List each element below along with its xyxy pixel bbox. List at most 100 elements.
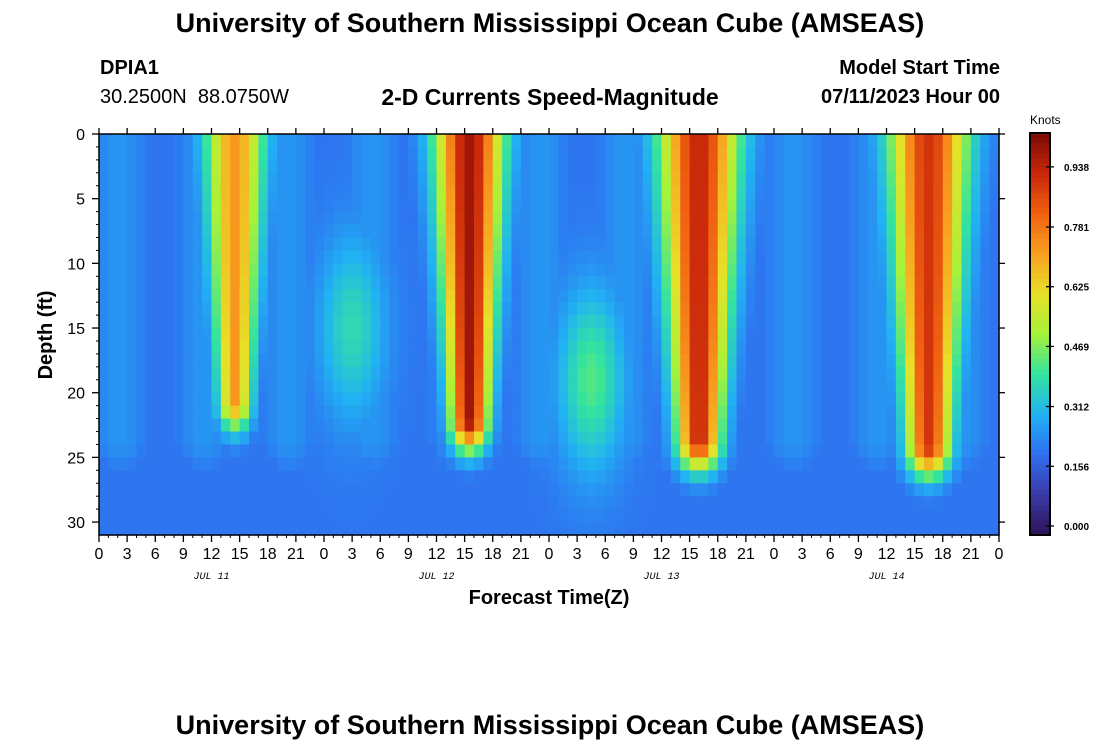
heatmap-cell <box>586 224 597 239</box>
heatmap-cell <box>727 418 738 433</box>
heatmap-cell <box>333 470 344 484</box>
heatmap-cell <box>249 276 259 290</box>
heatmap-cell <box>183 444 194 458</box>
heatmap-cell <box>314 289 325 303</box>
heatmap-cell <box>324 444 334 458</box>
heatmap-cell <box>605 172 616 187</box>
heatmap-cell <box>314 211 325 226</box>
heatmap-cell <box>474 470 484 484</box>
heatmap-cell <box>520 159 531 174</box>
heatmap-cell <box>389 302 400 316</box>
heatmap-cell <box>867 263 878 277</box>
heatmap-cell <box>314 198 325 213</box>
heatmap-cell <box>867 237 878 252</box>
heatmap-cell <box>370 224 381 239</box>
heatmap-cell <box>755 172 766 187</box>
colorbar-segment <box>1030 524 1050 531</box>
heatmap-cell <box>352 470 363 484</box>
heatmap-cell <box>830 366 841 381</box>
heatmap-cell <box>117 146 128 161</box>
heatmap-cell <box>108 457 119 471</box>
heatmap-cell <box>183 496 194 510</box>
heatmap-cell <box>924 315 934 329</box>
heatmap-cell <box>408 276 419 290</box>
heatmap-cell <box>399 353 409 368</box>
heatmap-cell <box>408 146 419 161</box>
heatmap-cell <box>474 237 484 252</box>
heatmap-cell <box>849 315 859 329</box>
heatmap-cell <box>708 392 719 407</box>
heatmap-cell <box>661 328 672 342</box>
heatmap-cell <box>145 328 156 342</box>
heatmap-cell <box>886 509 897 523</box>
heatmap-cell <box>295 198 306 213</box>
heatmap-cell <box>99 172 109 187</box>
heatmap-cell <box>849 250 859 264</box>
heatmap-cell <box>314 379 325 394</box>
heatmap-cell <box>933 185 944 200</box>
heatmap-cell <box>567 276 578 290</box>
heatmap-cell <box>802 172 813 187</box>
heatmap-cell <box>220 302 231 316</box>
heatmap-cell <box>267 250 278 264</box>
heatmap-cell <box>192 250 203 264</box>
heatmap-cell <box>249 366 259 381</box>
heatmap-cell <box>802 185 813 200</box>
heatmap-cell <box>989 457 1000 471</box>
heatmap-cell <box>192 328 203 342</box>
heatmap-cell <box>989 159 1000 174</box>
heatmap-cell <box>342 315 353 329</box>
heatmap-cell <box>492 366 503 381</box>
heatmap-cell <box>427 302 438 316</box>
heatmap-cell <box>455 224 466 239</box>
heatmap-cell <box>933 405 944 420</box>
heatmap-cell <box>99 185 109 200</box>
heatmap-cell <box>849 418 859 433</box>
x-tick-label: 18 <box>934 546 952 563</box>
heatmap-cell <box>436 457 447 471</box>
heatmap-cell <box>783 263 794 277</box>
heatmap-cell <box>736 172 747 187</box>
heatmap-cell <box>717 198 728 213</box>
heatmap-cell <box>867 353 878 368</box>
heatmap-cell <box>127 134 138 148</box>
colorbar-segment <box>1030 449 1050 456</box>
heatmap-cell <box>877 263 888 277</box>
heatmap-cell <box>389 353 400 368</box>
heatmap-cell <box>886 224 897 239</box>
heatmap-cell <box>764 522 775 536</box>
heatmap-cell <box>333 431 344 446</box>
heatmap-cell <box>727 159 738 174</box>
heatmap-cell <box>192 276 203 290</box>
heatmap-cell <box>699 522 709 536</box>
heatmap-cell <box>905 457 916 471</box>
heatmap-cell <box>633 315 644 329</box>
heatmap-cell <box>127 250 138 264</box>
heatmap-cell <box>558 522 569 536</box>
heatmap-cell <box>549 483 559 497</box>
heatmap-cell <box>192 198 203 213</box>
heatmap-cell <box>183 302 194 316</box>
heatmap-cell <box>567 159 578 174</box>
heatmap-cell <box>633 509 644 523</box>
heatmap-cell <box>99 159 109 174</box>
heatmap-cell <box>520 392 531 407</box>
heatmap-cell <box>774 379 784 394</box>
heatmap-cell <box>361 483 372 497</box>
heatmap-cell <box>502 496 513 510</box>
heatmap-cell <box>736 134 747 148</box>
heatmap-cell <box>277 366 288 381</box>
heatmap-cell <box>511 276 522 290</box>
heatmap-cell <box>258 302 269 316</box>
heatmap-cell <box>577 224 588 239</box>
heatmap-cell <box>455 431 466 446</box>
heatmap-cell <box>567 405 578 420</box>
heatmap-cell <box>399 431 409 446</box>
heatmap-cell <box>736 211 747 226</box>
heatmap-cell <box>914 509 925 523</box>
colorbar-segment <box>1030 529 1050 536</box>
heatmap-cell <box>220 392 231 407</box>
heatmap-cell <box>624 483 634 497</box>
heatmap-cell <box>811 444 822 458</box>
heatmap-cell <box>914 185 925 200</box>
